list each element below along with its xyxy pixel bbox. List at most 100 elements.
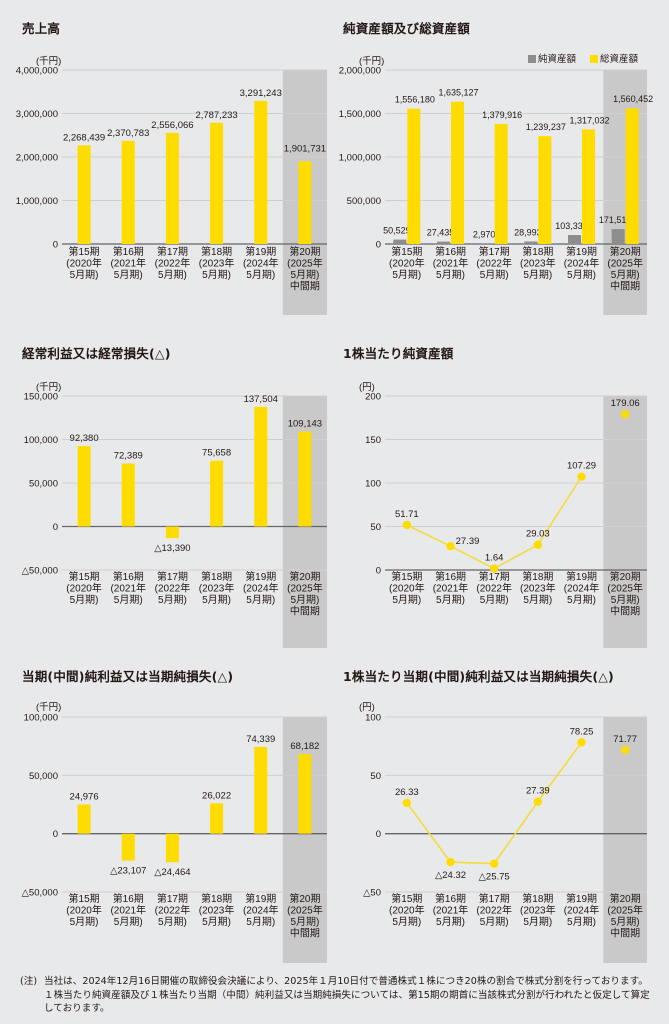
x-category-label: 5月期): [611, 916, 640, 928]
x-category-label: (2025年: [607, 904, 643, 917]
x-category-label: 5月期): [436, 594, 465, 606]
y-tick-label: 0: [53, 829, 58, 840]
x-category-label: 5月期): [202, 594, 231, 606]
x-category-label: 第17期: [479, 892, 510, 905]
x-category-label: 第16期: [435, 570, 466, 583]
x-category-label: (2023年: [199, 257, 235, 270]
interim-period-highlight: [603, 70, 647, 315]
bar: [210, 803, 224, 834]
y-tick-label: 4,000,000: [16, 66, 58, 77]
data-label: 75,658: [202, 448, 231, 459]
x-category-label: 5月期): [114, 916, 143, 928]
y-tick-label: 100: [365, 479, 381, 490]
y-tick-label: 0: [53, 522, 58, 533]
x-category-label: 5月期): [567, 916, 596, 928]
y-tick-label: 150,000: [24, 392, 58, 403]
y-tick-label: 0: [376, 566, 381, 577]
data-label: 27.39: [456, 536, 480, 547]
x-category-label: 5月期): [480, 269, 509, 281]
x-category-label: 第15期: [391, 245, 422, 258]
y-tick-label: 100,000: [24, 713, 58, 724]
y-tick-label: 0: [53, 240, 58, 251]
x-category-label: 5月期): [436, 916, 465, 928]
x-category-label: (2025年: [287, 257, 323, 270]
x-category-label: 第15期: [69, 892, 100, 905]
data-label: 78.25: [570, 726, 594, 737]
y-tick-label: 2,000,000: [16, 153, 58, 164]
y-axis-unit: (千円): [36, 382, 61, 393]
x-category-label: (2024年: [564, 257, 600, 270]
x-category-label: 5月期): [480, 916, 509, 928]
footnote-text: 当社は、2024年12月16日開催の取締役会決議により、2025年１月10日付で…: [44, 976, 650, 1014]
bar: [298, 161, 312, 244]
data-point: [620, 410, 630, 419]
x-category-label: (2024年: [243, 582, 279, 595]
x-category-label: 第18期: [201, 892, 232, 905]
x-category-label: (2025年: [287, 904, 323, 917]
data-label: 109,143: [288, 419, 322, 430]
footnote-label: (注): [20, 976, 38, 987]
data-label: △24,464: [154, 867, 190, 878]
x-category-label: 5月期): [611, 594, 640, 606]
x-category-label: (2020年: [389, 257, 425, 270]
data-point: [402, 520, 412, 530]
x-category-label: 5月期): [202, 916, 231, 928]
data-label: 27,435: [427, 228, 455, 238]
x-category-label: 第15期: [391, 570, 422, 583]
x-category-label: 5月期): [436, 269, 465, 281]
x-category-label: 中間期: [610, 280, 640, 293]
x-category-label: (2021年: [110, 582, 146, 595]
y-tick-label: 0: [376, 240, 381, 251]
x-category-label: 第17期: [157, 570, 188, 583]
bar: [254, 100, 268, 244]
bar: [121, 140, 135, 244]
data-label: 2,370,783: [107, 128, 149, 139]
x-category-label: (2025年: [287, 582, 323, 595]
x-category-label: (2021年: [110, 904, 146, 917]
data-label: 1,317,032: [569, 115, 609, 125]
data-label: 24,976: [70, 792, 99, 803]
x-category-label: 5月期): [567, 269, 596, 281]
data-label: 3,291,243: [240, 88, 282, 99]
x-category-label: (2023年: [520, 257, 556, 270]
x-category-label: 5月期): [70, 269, 99, 281]
x-category-label: (2021年: [110, 257, 146, 270]
x-category-label: 第15期: [69, 245, 100, 258]
x-category-label: (2022年: [155, 582, 191, 595]
data-label: 171,514: [599, 215, 632, 225]
bar-net-assets: [568, 235, 581, 244]
y-axis-unit: (千円): [36, 702, 61, 713]
data-point: [577, 738, 586, 747]
x-category-label: (2023年: [520, 904, 556, 917]
bar-total-assets: [625, 108, 639, 244]
x-category-label: 5月期): [480, 594, 509, 606]
y-tick-label: 0: [376, 829, 381, 840]
x-category-label: 第20期: [289, 245, 320, 258]
bar: [77, 804, 91, 834]
x-category-label: (2023年: [199, 904, 235, 917]
x-category-label: (2022年: [476, 582, 512, 595]
x-category-label: (2022年: [476, 257, 512, 270]
x-category-label: 第18期: [522, 892, 553, 905]
y-tick-label: 50: [370, 522, 381, 533]
x-category-label: 第17期: [157, 892, 188, 905]
x-category-label: (2022年: [155, 257, 191, 270]
legend-label-net-assets: 純資産額: [538, 53, 577, 65]
x-category-label: (2021年: [433, 904, 469, 917]
bar: [254, 406, 268, 527]
bar: [121, 463, 135, 527]
x-category-label: 5月期): [70, 594, 99, 606]
data-label: 103,332: [555, 221, 588, 231]
chart-title-bps: 1株当たり純資産額: [343, 346, 454, 361]
bar-net-assets: [393, 239, 407, 244]
bar-total-assets: [494, 123, 508, 244]
data-label: 27.39: [526, 786, 550, 797]
data-label: 1,556,180: [395, 95, 435, 105]
x-category-label: 第15期: [391, 892, 422, 905]
bar: [298, 431, 312, 527]
data-label: 2,787,233: [195, 110, 237, 121]
x-category-label: 5月期): [158, 916, 187, 928]
bar-total-assets: [407, 108, 421, 245]
